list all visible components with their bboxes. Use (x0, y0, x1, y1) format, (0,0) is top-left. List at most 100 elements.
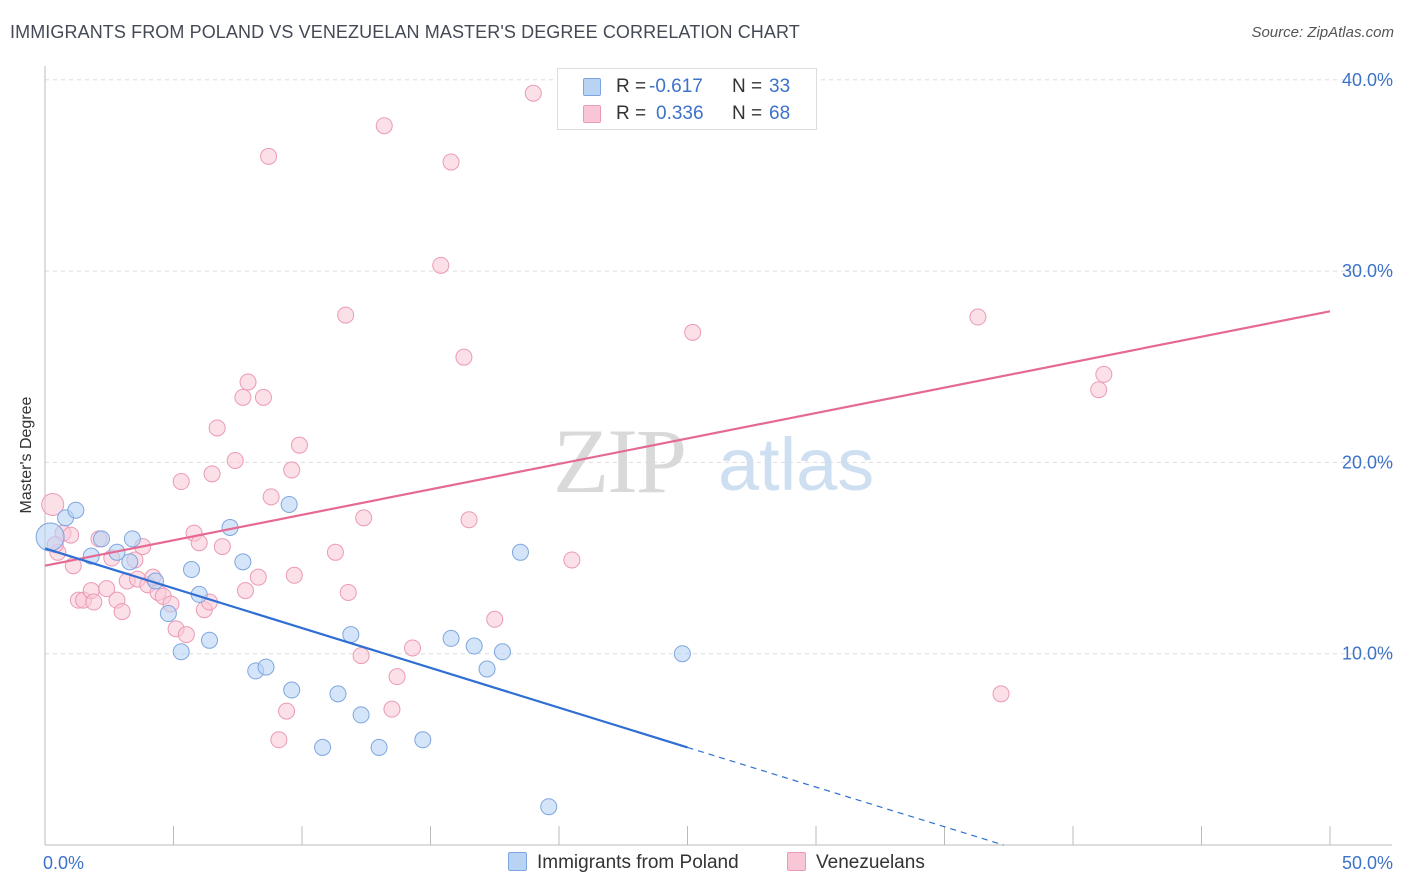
venezuelans-point (254, 388, 272, 406)
venezuelans-point (352, 647, 370, 665)
venezuelans-series (41, 84, 1113, 749)
poland-point (540, 798, 558, 816)
venezuelans-point (41, 492, 65, 516)
tick-labels: 10.0% 20.0% 30.0% 40.0% 0.0% 50.0% (43, 70, 1393, 873)
poland-point (67, 501, 85, 519)
poland-point (172, 643, 190, 661)
poland-point (478, 660, 496, 678)
poland-point (93, 530, 111, 548)
bottom-legend-venezuelans: Venezuelans (787, 852, 925, 874)
venezuelans-point (113, 603, 131, 621)
venezuelans-point (177, 626, 195, 644)
venezuelans-point (213, 538, 231, 556)
venezuelans-point (239, 373, 257, 391)
venezuelans-point (203, 465, 221, 483)
venezuelans-point (432, 256, 450, 274)
x-tick-label-min: 0.0% (43, 853, 84, 873)
r-label: R = (616, 103, 647, 124)
watermark: ZIP atlas (553, 410, 874, 512)
venezuelans-point (383, 700, 401, 718)
venezuelans-point (455, 348, 473, 366)
r-label: R = (616, 76, 647, 97)
n-label: N = (732, 103, 763, 124)
poland-point (159, 605, 177, 623)
venezuelans-point (172, 473, 190, 491)
poland-point (280, 495, 298, 513)
poland-point (35, 522, 65, 552)
venezuelans-point (262, 488, 280, 506)
r-value: -0.617 (649, 76, 703, 97)
venezuelans-point (337, 306, 355, 324)
poland-point (329, 685, 347, 703)
poland-point (200, 631, 218, 649)
poland-series (35, 495, 691, 816)
venezuelans-point (404, 639, 422, 657)
n-value: 33 (769, 76, 791, 97)
poland-point (493, 643, 511, 661)
y-tick-label-40: 40.0% (1342, 70, 1393, 90)
poland-point (414, 731, 432, 749)
venezuelans-point (278, 702, 296, 720)
venezuelans-point (260, 147, 278, 165)
venezuelans-point (486, 610, 504, 628)
poland-point (511, 543, 529, 561)
chart-title: IMMIGRANTS FROM POLAND VS VENEZUELAN MAS… (10, 22, 800, 42)
poland-point (342, 626, 360, 644)
poland-point (257, 658, 275, 676)
bottom-legend-poland-label: Immigrants from Poland (537, 852, 739, 873)
watermark-atlas: atlas (718, 423, 874, 506)
venezuelans-point (442, 153, 460, 171)
venezuelans-point (236, 582, 254, 600)
poland-point (283, 681, 301, 699)
y-tick-label-20: 20.0% (1342, 452, 1393, 472)
trend-lines (44, 310, 1331, 846)
venezuelans-point (1095, 365, 1113, 383)
venezuelans-point (283, 461, 301, 479)
venezuelans-point (355, 509, 373, 527)
r-value: 0.336 (656, 103, 704, 124)
bottom-legend-poland: Immigrants from Poland (508, 852, 739, 874)
poland-trend-line (44, 547, 688, 749)
axes (44, 66, 1392, 846)
y-tick-label-10: 10.0% (1342, 644, 1393, 664)
poland-point (123, 530, 141, 548)
source-credit: Source: ZipAtlas.com (1251, 24, 1394, 41)
venezuelans-point (524, 84, 542, 102)
poland-point (465, 637, 483, 655)
poland-point (442, 629, 460, 647)
poland-point (182, 561, 200, 579)
venezuelans-swatch (583, 105, 601, 123)
y-axis-label: Master's Degree (18, 396, 35, 514)
venezuelans-point (339, 583, 357, 601)
venezuelans-swatch (787, 852, 806, 871)
poland-point (314, 738, 332, 756)
venezuelans-point (85, 593, 103, 611)
venezuelans-point (208, 419, 226, 437)
poland-trend-extension (687, 746, 1004, 846)
gridlines (45, 79, 1392, 655)
venezuelans-point (375, 117, 393, 135)
n-value: 68 (769, 103, 791, 124)
venezuelans-point (563, 551, 581, 569)
poland-point (121, 553, 139, 571)
x-tick-label-max: 50.0% (1342, 853, 1393, 873)
venezuelans-trend-line (44, 310, 1331, 567)
poland-swatch (508, 852, 527, 871)
poland-point (673, 645, 691, 663)
poland-point (352, 706, 370, 724)
venezuelans-point (326, 543, 344, 561)
bottom-legend-venezuelans-label: Venezuelans (816, 852, 925, 873)
n-label: N = (732, 76, 763, 97)
venezuelans-point (969, 308, 987, 326)
poland-point (370, 738, 388, 756)
venezuelans-point (290, 436, 308, 454)
venezuelans-point (684, 323, 702, 341)
venezuelans-point (270, 731, 288, 749)
venezuelans-point (226, 451, 244, 469)
stats-legend: R = -0.617 N = 33 R = 0.336 N = 68 (557, 68, 817, 130)
venezuelans-point (285, 566, 303, 584)
venezuelans-point (992, 685, 1010, 703)
poland-swatch (583, 78, 601, 96)
venezuelans-point (1090, 381, 1108, 399)
